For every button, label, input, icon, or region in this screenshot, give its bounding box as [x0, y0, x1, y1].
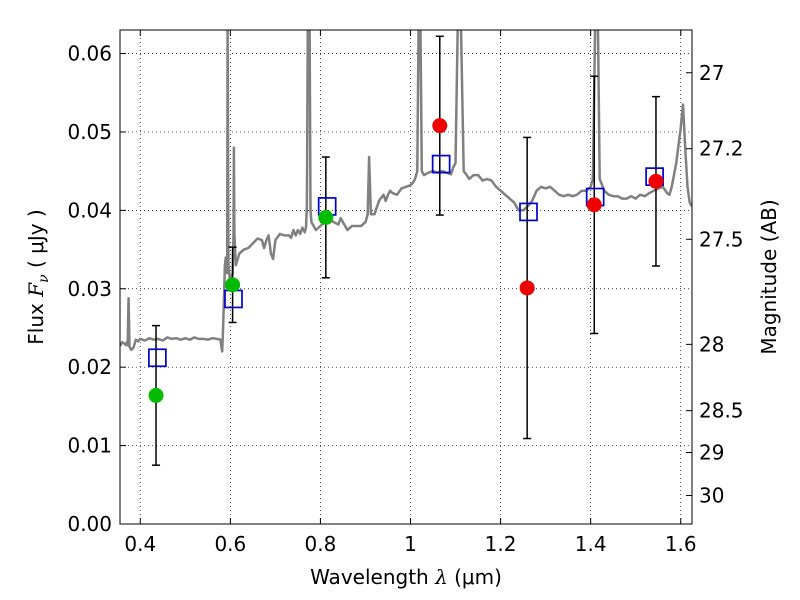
x-axis-label: Wavelength λ (μm)	[310, 565, 502, 589]
observed-point-green	[148, 387, 164, 403]
model-photometry-square	[148, 348, 167, 368]
model-photometry-square	[431, 154, 451, 174]
y2-tick-label: 27.5	[699, 227, 744, 251]
y-tick-label: 0.00	[67, 512, 112, 536]
y-tick-label: 0.01	[67, 434, 112, 458]
x-tick-label: 0.4	[124, 532, 156, 556]
y-axis: 0.00 0.01 0.02 0.03 0.04 0.05 0.06	[67, 42, 126, 536]
x-axis-label-text: Wavelength	[310, 565, 435, 589]
y-tick-label: 0.04	[67, 198, 112, 222]
plot-frame	[119, 29, 693, 525]
observed-point-red	[648, 173, 664, 189]
secondary-y-axis: 27 27.2 27.5 28 28.5 29 30	[686, 61, 744, 508]
y2-tick-label: 30	[699, 484, 724, 508]
y-axis-label-unit: ( μJy )	[24, 209, 48, 274]
y-axis-label: Flux Fν ( μJy )	[24, 209, 52, 344]
x-axis-label-unit: (μm)	[448, 565, 502, 589]
y2-tick-label: 28	[699, 332, 724, 356]
y-axis-label-text: Flux	[24, 297, 48, 345]
y2-tick-label: 27.2	[699, 137, 744, 161]
y-axis-label-subscript: ν	[36, 274, 52, 283]
x-tick-label: 1.2	[485, 532, 517, 556]
y2-tick-label: 28.5	[699, 399, 744, 423]
y-axis-label-symbol: F	[24, 282, 48, 298]
y-tick-label: 0.06	[67, 42, 112, 66]
x-tick-label: 1	[404, 532, 417, 556]
y2-tick-label: 29	[699, 440, 724, 464]
y-tick-label: 0.03	[67, 277, 112, 301]
model-spectrum-line	[120, 30, 692, 353]
observed-point-red	[432, 118, 448, 134]
model-layer	[120, 30, 692, 353]
observed-point-red	[519, 280, 535, 296]
observed-point-layer	[148, 118, 664, 403]
y-tick-label: 0.05	[67, 120, 112, 144]
x-tick-label: 0.8	[305, 532, 337, 556]
x-tick-label: 1.4	[575, 532, 607, 556]
y2-tick-label: 27	[699, 61, 724, 85]
x-axis-label-symbol: λ	[434, 565, 448, 589]
model-photometry-square	[519, 202, 538, 222]
observed-point-red	[586, 197, 602, 213]
x-tick-label: 1.6	[665, 532, 697, 556]
y-tick-label: 0.02	[67, 355, 112, 379]
plot-background	[120, 30, 692, 524]
observed-point-green	[225, 277, 241, 293]
x-axis: 0.4 0.6 0.8 1 1.2 1.4 1.6	[124, 30, 697, 556]
observed-point-green	[318, 209, 334, 225]
secondary-y-axis-label: Magnitude (AB)	[757, 199, 781, 354]
x-tick-label: 0.6	[214, 532, 246, 556]
